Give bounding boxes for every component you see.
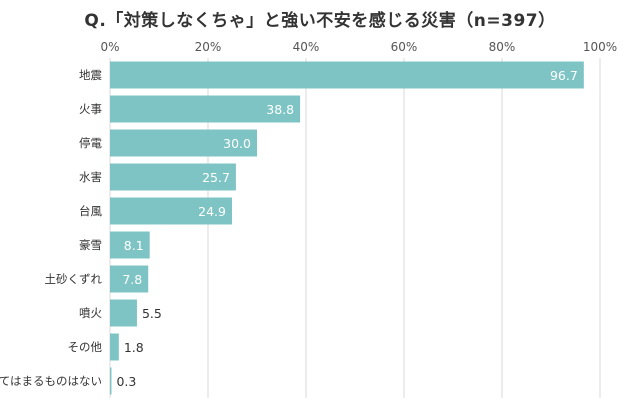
x-tick-label: 100% [583, 40, 617, 54]
category-label: 台風 [79, 204, 102, 218]
bar [110, 163, 236, 191]
bar [110, 129, 257, 157]
x-tick-label: 0% [100, 40, 119, 54]
category-label: 豪雪 [79, 238, 102, 252]
value-label: 96.7 [550, 68, 578, 83]
category-label: あてはまるものはない [0, 374, 102, 388]
category-label: 火事 [79, 102, 102, 116]
x-tick-label: 40% [293, 40, 320, 54]
x-tick-label: 80% [489, 40, 516, 54]
bar [110, 367, 112, 395]
value-label: 7.8 [122, 272, 142, 287]
category-label: 水害 [79, 170, 102, 184]
category-label: その他 [68, 340, 103, 354]
bar [110, 299, 137, 327]
value-label: 24.9 [198, 204, 226, 219]
bar [110, 231, 150, 259]
value-label: 5.5 [142, 306, 162, 321]
bar [110, 197, 233, 225]
category-label: 噴火 [79, 306, 102, 320]
x-tick-label: 60% [391, 40, 418, 54]
bar [110, 95, 301, 123]
x-tick-label: 20% [195, 40, 222, 54]
value-label: 1.8 [124, 340, 144, 355]
bar [110, 265, 149, 293]
bar [110, 61, 584, 89]
category-label: 地震 [79, 68, 102, 82]
value-label: 30.0 [223, 136, 251, 151]
value-label: 8.1 [124, 238, 144, 253]
category-label: 土砂くずれ [45, 272, 103, 286]
category-label: 停電 [79, 136, 102, 150]
value-label: 38.8 [266, 102, 294, 117]
chart-title: Q.「対策しなくちゃ」と強い不安を感じる災害（n=397） [84, 11, 556, 31]
value-label: 25.7 [202, 170, 230, 185]
value-label: 0.3 [116, 374, 136, 389]
bar [110, 333, 119, 361]
